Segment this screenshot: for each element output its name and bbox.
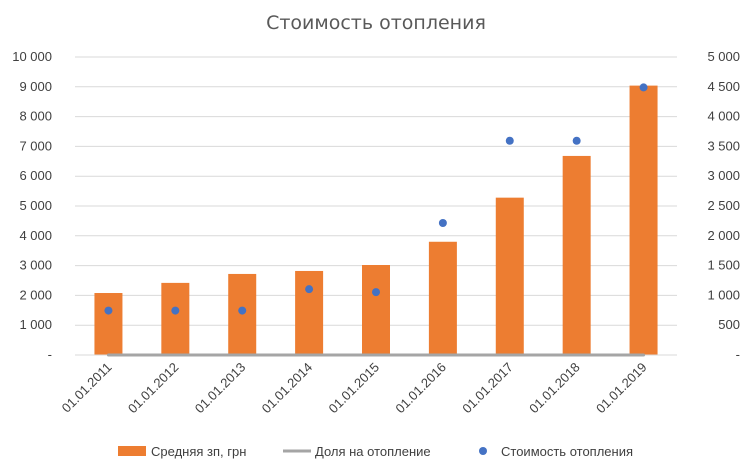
right-tick-label: 2 500	[707, 198, 740, 213]
legend-swatch-point	[479, 447, 487, 455]
left-tick-label: 5 000	[19, 198, 52, 213]
left-tick-label: 1 000	[19, 317, 52, 332]
data-point	[639, 83, 648, 92]
left-tick-label: 6 000	[19, 168, 52, 183]
scatter-series	[104, 83, 648, 315]
left-axis-ticks: - 1 000 2 000 3 000 4 000 5 000 6 000 7 000 8 00…	[12, 49, 52, 362]
legend-label: Стоимость отопления	[501, 444, 633, 459]
right-tick-label: 500	[718, 317, 740, 332]
left-tick-label: 9 000	[19, 79, 52, 94]
right-tick-label: 3 000	[707, 168, 740, 183]
right-tick-label: 2 000	[707, 228, 740, 243]
left-tick-label: 3 000	[19, 258, 52, 273]
data-point	[505, 136, 514, 145]
right-tick-label: -	[736, 347, 740, 362]
x-tick-label: 01.01.2018	[526, 360, 583, 417]
legend-swatch-bar	[118, 446, 146, 456]
data-point	[372, 288, 380, 297]
x-tick-label: 01.01.2014	[259, 360, 316, 417]
data-point	[104, 306, 113, 315]
x-tick-label: 01.01.2012	[125, 360, 182, 417]
right-tick-label: 1 000	[707, 287, 740, 302]
data-point	[572, 136, 581, 145]
bar	[94, 293, 123, 355]
bar	[495, 197, 524, 355]
bar	[629, 85, 658, 355]
bar	[295, 270, 324, 355]
x-tick-label: 01.01.2015	[325, 360, 382, 417]
data-point	[238, 306, 247, 315]
left-tick-label: -	[48, 347, 52, 362]
left-tick-label: 4 000	[19, 228, 52, 243]
bar	[562, 155, 591, 355]
x-tick-label: 01.01.2019	[593, 360, 650, 417]
legend-label: Средняя зп, грн	[151, 444, 246, 459]
x-tick-label: 01.01.2011	[59, 360, 115, 416]
data-point	[305, 285, 314, 294]
right-tick-label: 4 500	[707, 79, 740, 94]
legend: Средняя зп, грн Доля на отопление Стоимост…	[118, 444, 633, 459]
right-tick-label: 3 500	[707, 138, 740, 153]
left-tick-label: 8 000	[19, 109, 52, 124]
x-tick-label: 01.01.2016	[392, 360, 449, 417]
bar-series	[94, 85, 658, 355]
data-point	[171, 306, 180, 315]
right-axis-ticks: - 500 1 000 1 500 2 000 2 500 3 000 3 500 4 000 4…	[707, 49, 740, 362]
right-tick-label: 4 000	[707, 109, 740, 124]
x-axis-ticks: 01.01.2011 01.01.2012 01.01.2013 01.01.2014…	[59, 360, 650, 417]
x-tick-label: 01.01.2013	[192, 360, 249, 417]
right-tick-label: 5 000	[707, 49, 740, 64]
bar	[161, 282, 190, 355]
bar	[362, 265, 390, 355]
bar	[428, 241, 457, 355]
right-tick-label: 1 500	[707, 258, 740, 273]
data-point	[438, 218, 447, 227]
left-tick-label: 10 000	[12, 49, 52, 64]
chart-title: Стоимость отопления	[266, 12, 486, 34]
left-tick-label: 7 000	[19, 138, 52, 153]
left-tick-label: 2 000	[19, 287, 52, 302]
legend-label: Доля на отопление	[315, 444, 431, 459]
x-tick-label: 01.01.2017	[459, 360, 516, 417]
